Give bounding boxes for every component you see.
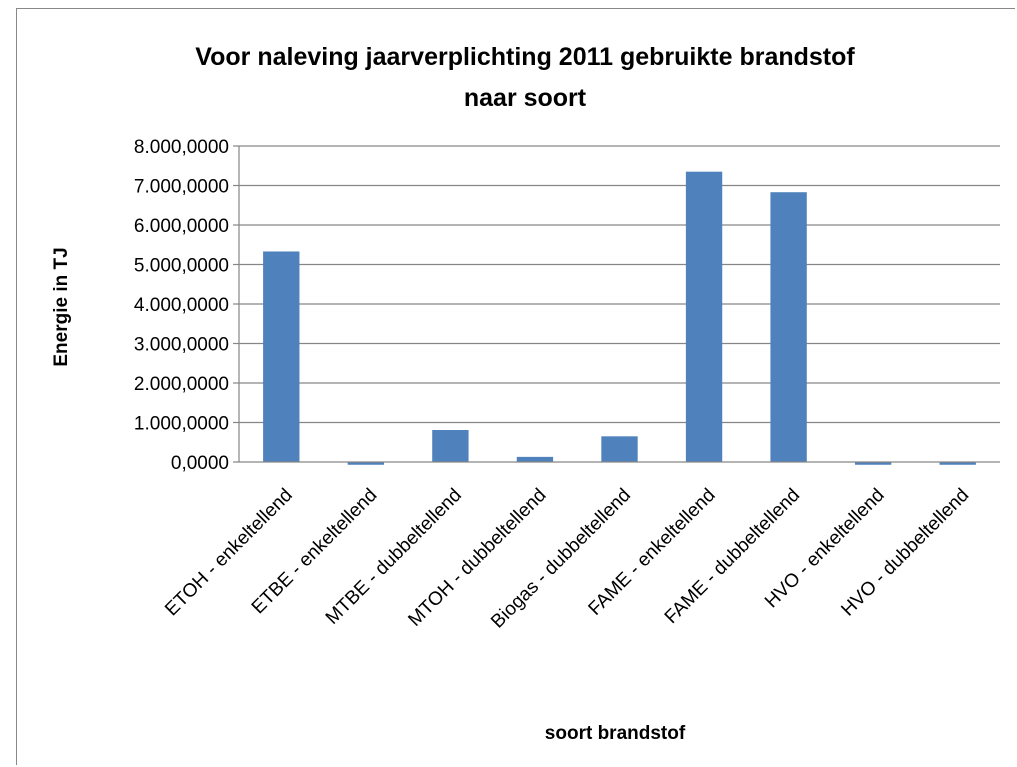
gridlines [239, 145, 1000, 424]
bar [685, 171, 723, 463]
y-tick-label: 1.000,0000 [134, 414, 229, 435]
x-axis-label: soort brandstof [545, 723, 686, 744]
bars [263, 171, 976, 465]
y-tick-label: 5.000,0000 [134, 256, 229, 277]
y-axis-label: Energie in TJ [51, 247, 72, 366]
bar [939, 462, 976, 465]
bar [516, 456, 554, 462]
chart-title-line-2: naar soort [464, 84, 587, 112]
bar-chart: Voor naleving jaarverplichting 2011 gebr… [51, 43, 1000, 744]
x-category-label: MTBE - dubbeltellend [322, 485, 466, 629]
y-axis-tick-labels: 0,0000 1.000,0000 2.000,0000 3.000,0000 4.00… [134, 137, 229, 474]
y-tick-label: 8.000,0000 [134, 137, 229, 158]
bar [263, 251, 300, 462]
y-tick-label: 7.000,0000 [134, 177, 229, 198]
bar [601, 436, 638, 462]
axes [233, 145, 1000, 463]
x-category-label: MTOH - dubbeltellend [404, 485, 550, 631]
y-tick-label: 6.000,0000 [134, 216, 229, 237]
bar [854, 462, 892, 465]
x-category-label: Biogas - dubbeltellend [487, 485, 635, 633]
chart-title-line-1: Voor naleving jaarverplichting 2011 gebr… [195, 43, 855, 71]
bar [347, 462, 385, 465]
chart-title: Voor naleving jaarverplichting 2011 gebr… [195, 43, 855, 112]
y-tick-label: 2.000,0000 [134, 374, 229, 395]
chart-frame: Voor naleving jaarverplichting 2011 gebr… [16, 8, 1015, 765]
y-tick-label: 0,0000 [171, 453, 229, 474]
bar [770, 192, 807, 462]
bar [432, 430, 469, 462]
y-tick-label: 3.000,0000 [134, 335, 229, 356]
y-tick-label: 4.000,0000 [134, 295, 229, 316]
